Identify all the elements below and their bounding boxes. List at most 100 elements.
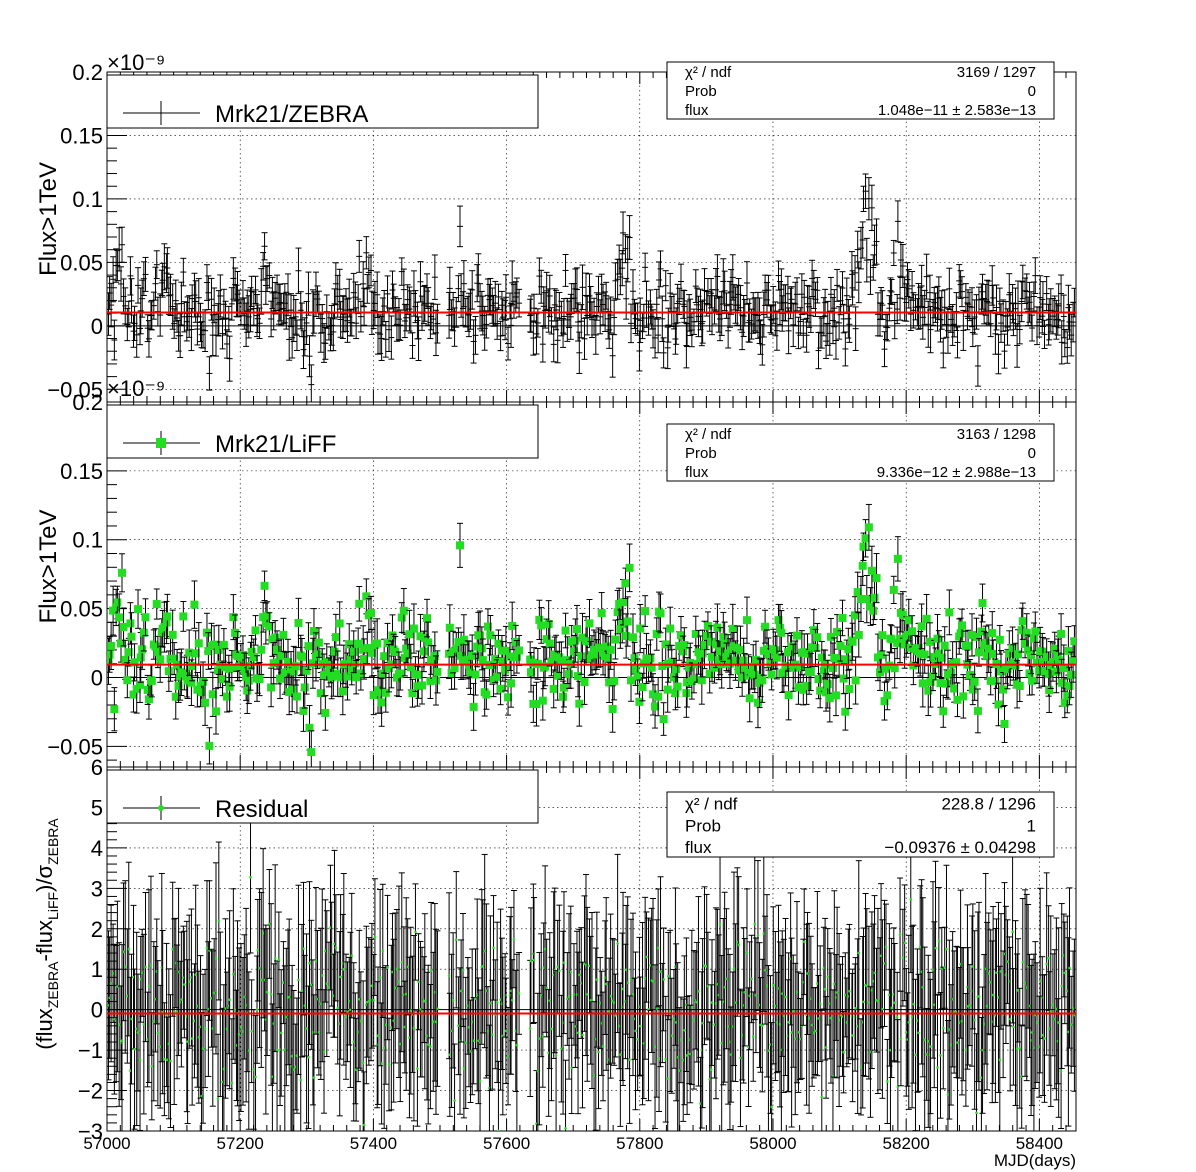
data-point [572, 624, 581, 633]
data-point [477, 644, 486, 653]
data-point [362, 592, 371, 601]
data-point [456, 541, 465, 550]
data-point [129, 690, 138, 699]
data-point [819, 666, 828, 675]
data-point [583, 637, 592, 646]
data-point [854, 630, 863, 639]
data-point [580, 678, 589, 687]
data-point [604, 654, 613, 663]
data-point [806, 667, 815, 676]
data-point [191, 649, 200, 658]
data-point [577, 652, 586, 661]
data-point [845, 684, 854, 693]
data-point [964, 641, 973, 650]
data-point [893, 638, 902, 647]
data-point [816, 686, 825, 695]
data-point [187, 678, 196, 687]
data-point [277, 651, 286, 660]
data-point [809, 626, 818, 635]
data-point [478, 656, 487, 665]
data-point [869, 606, 878, 615]
data-point [147, 676, 156, 685]
data-point [559, 683, 568, 692]
data-point [413, 682, 422, 691]
data-point [136, 653, 145, 662]
data-point [112, 603, 121, 612]
data-point [542, 635, 551, 644]
data-point [526, 668, 535, 677]
stats-box: χ² / ndf 3169 / 1297 Prob 0 flux 1.048e−11 ± … [666, 61, 1055, 120]
data-point [205, 741, 214, 750]
data-point [304, 642, 313, 651]
data-point [918, 679, 927, 688]
data-point [641, 607, 650, 616]
data-point [575, 699, 584, 708]
data-point [814, 675, 823, 684]
data-point [240, 665, 249, 674]
data-point [878, 631, 887, 640]
data-point [883, 691, 892, 700]
data-point [445, 623, 454, 632]
data-point [494, 639, 503, 648]
data-point [906, 643, 915, 652]
data-point [532, 700, 541, 709]
data-point [736, 646, 745, 655]
data-point [345, 640, 354, 649]
data-point [597, 609, 606, 618]
data-point [851, 611, 860, 620]
stats-label: Prob [685, 83, 717, 100]
data-point [622, 631, 631, 640]
data-point [731, 656, 740, 665]
data-point [631, 665, 640, 674]
data-point [683, 678, 692, 687]
data-point [336, 673, 345, 682]
data-point [507, 679, 516, 688]
data-point [602, 642, 611, 651]
data-point [163, 612, 172, 621]
data-point [628, 633, 637, 642]
data-point [219, 640, 228, 649]
data-point [397, 613, 406, 622]
data-point [283, 657, 292, 666]
data-point [933, 634, 942, 643]
data-point [429, 657, 438, 666]
data-point [802, 682, 811, 691]
data-point [544, 620, 553, 629]
data-point [313, 650, 322, 659]
data-point [535, 615, 544, 624]
data-point [156, 655, 165, 664]
data-point [308, 659, 317, 668]
data-point [174, 681, 183, 690]
data-point [661, 640, 670, 649]
data-point [160, 623, 169, 632]
data-point [571, 636, 580, 645]
data-point [235, 662, 244, 671]
data-point [605, 678, 614, 687]
data-point [841, 707, 850, 716]
data-point [621, 579, 630, 588]
data-point [347, 666, 356, 675]
data-point [408, 689, 417, 698]
data-point [937, 653, 946, 662]
data-point [569, 647, 578, 656]
data-point [196, 681, 205, 690]
data-point [271, 633, 280, 642]
data-point [468, 651, 477, 660]
data-point [826, 632, 835, 641]
data-point [225, 682, 234, 691]
data-point [373, 639, 382, 648]
data-point [454, 638, 463, 647]
data-point [508, 621, 517, 630]
data-point [750, 670, 759, 679]
data-point [774, 616, 783, 625]
data-point [331, 633, 340, 642]
data-point [260, 581, 269, 590]
data-point [689, 675, 698, 684]
data-point [170, 654, 179, 663]
data-point [862, 595, 871, 604]
data-point [346, 655, 355, 664]
data-point [924, 686, 933, 695]
data-point [647, 663, 656, 672]
data-point [351, 659, 360, 668]
data-point [538, 696, 547, 705]
